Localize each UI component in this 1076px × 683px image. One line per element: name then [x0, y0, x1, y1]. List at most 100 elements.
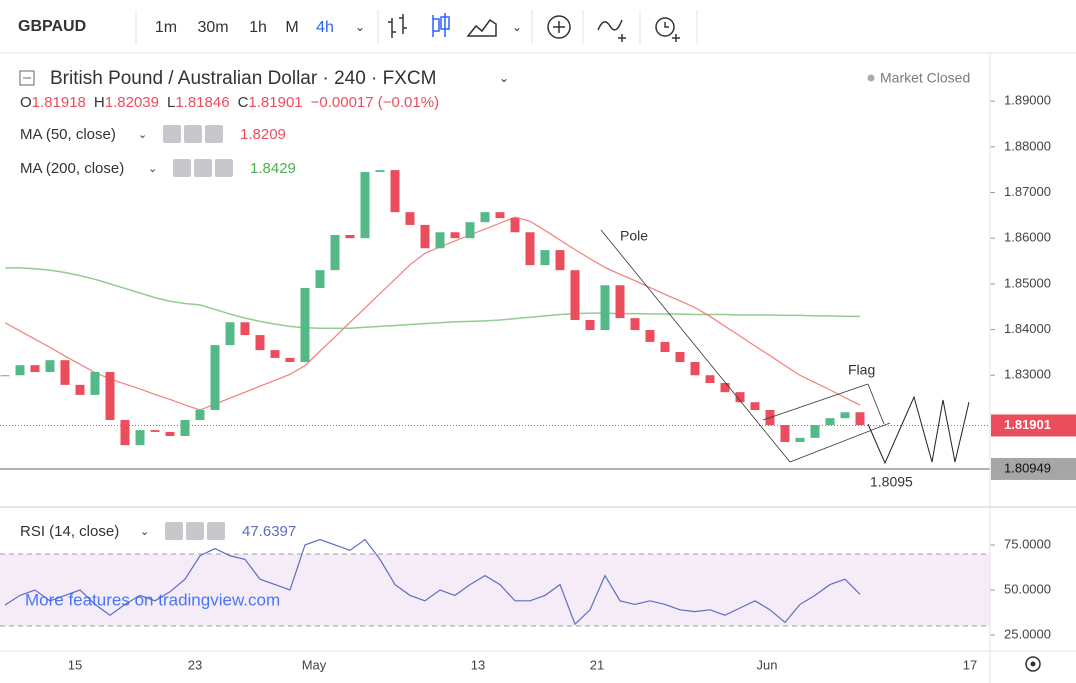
last-price-label: 1.81901: [1004, 417, 1051, 432]
candle: [555, 250, 565, 271]
time-label: Jun: [757, 657, 778, 672]
market-status: Market Closed: [880, 70, 970, 86]
ohlc-key: O: [20, 94, 32, 111]
symbol[interactable]: GBPAUD: [18, 18, 86, 35]
price-tick-label: 1.89000: [1004, 93, 1051, 108]
ma50-name: MA (50, close): [20, 126, 116, 143]
rsi-tick-label: 25.0000: [1004, 626, 1051, 641]
collapse-icon[interactable]: [19, 70, 35, 86]
candle: [450, 232, 460, 239]
legend-dropdown[interactable]: ⌄: [138, 129, 147, 141]
legend-button[interactable]: [173, 159, 191, 177]
candle: [15, 365, 25, 376]
candles-icon[interactable]: [432, 13, 450, 37]
interval-button[interactable]: M: [285, 19, 298, 36]
candle: [315, 270, 325, 288]
alert-plus: [664, 22, 680, 42]
candle: [690, 362, 700, 376]
interval-button[interactable]: 1m: [155, 19, 177, 36]
candle: [675, 351, 685, 363]
area-icon[interactable]: [466, 18, 497, 37]
projected-zigzag: [867, 395, 970, 465]
interval-group: 1m 30m 1h M 4h: [155, 19, 334, 36]
pole-and-flag: [600, 229, 891, 463]
price-tick-label: 1.87000: [1004, 184, 1051, 199]
price-tick-label: 1.84000: [1004, 321, 1051, 336]
indicators-icon[interactable]: [547, 15, 571, 39]
pole-label: Pole: [620, 228, 648, 244]
candle: [180, 420, 190, 437]
legend-button[interactable]: [163, 125, 181, 143]
settings-icon[interactable]: [1025, 656, 1041, 672]
legend-buttons: ⌄ 1.8209 ⌄ 1.8429 ⌄ 47.6397: [138, 125, 296, 540]
candle: [570, 270, 580, 320]
flag-label: Flag: [848, 362, 875, 378]
candle: [705, 375, 715, 384]
interval-dropdown[interactable]: ⌄: [355, 20, 365, 34]
candle: [465, 222, 475, 239]
price-tick-label: 1.86000: [1004, 230, 1051, 245]
candle: [795, 437, 805, 442]
legend-button[interactable]: [184, 125, 202, 143]
candle: [480, 212, 490, 223]
time-label: 13: [471, 657, 485, 672]
candle: [255, 335, 265, 351]
candle: [135, 430, 145, 446]
interval-button[interactable]: 1h: [249, 19, 267, 36]
legend-button[interactable]: [186, 522, 204, 540]
legend-button[interactable]: [194, 159, 212, 177]
candle: [150, 430, 160, 432]
candle: [60, 360, 70, 385]
candle: [300, 287, 310, 363]
rsi-name: RSI (14, close): [20, 523, 119, 540]
legend-dropdown[interactable]: ⌄: [140, 526, 149, 538]
candle: [840, 412, 850, 419]
candle: [345, 235, 355, 239]
candle: [30, 365, 40, 373]
price-tick-label: 1.85000: [1004, 275, 1051, 290]
indicators-plus: [553, 21, 565, 33]
bars-icon[interactable]: [388, 14, 407, 38]
compare-icon[interactable]: [597, 19, 626, 42]
price-tick-label: 1.83000: [1004, 367, 1051, 382]
support-price-box: [991, 457, 1076, 480]
candle: [630, 318, 640, 331]
interval-button[interactable]: 4h: [316, 19, 334, 36]
pane-borders: [0, 53, 1076, 683]
ohlc-value: 1.82039: [105, 94, 159, 111]
candle: [525, 232, 535, 266]
legend-button[interactable]: [205, 125, 223, 143]
candle: [645, 330, 655, 342]
candle: [660, 341, 670, 352]
candle: [720, 383, 730, 393]
candle: [615, 285, 625, 319]
plot-area: 1.89000 1.88000 1.87000 1.86000 1.85000 1.840…: [0, 93, 1076, 672]
candle: [600, 285, 610, 331]
chart-type-dropdown[interactable]: ⌄: [512, 20, 522, 34]
legend-dropdown[interactable]: ⌄: [148, 163, 157, 175]
candle: [780, 425, 790, 442]
candle: [285, 357, 295, 363]
candle: [105, 372, 115, 421]
alert-icon[interactable]: [655, 17, 675, 37]
ohlc-value: 1.81846: [175, 94, 229, 111]
ohlc-change: −0.00017 (−0.01%): [311, 94, 439, 111]
ohlc-key: H: [94, 94, 105, 111]
candle: [810, 425, 820, 438]
settings-core: [1030, 661, 1036, 667]
interval-button[interactable]: 30m: [197, 19, 228, 36]
ma50-value: 1.8209: [240, 126, 286, 143]
ohlc-key: C: [238, 94, 249, 111]
ma50-line: [4, 216, 861, 411]
candle: [540, 250, 550, 266]
title-dropdown[interactable]: ⌄: [499, 71, 509, 85]
time-label: 15: [68, 657, 82, 672]
legend-button[interactable]: [215, 159, 233, 177]
pattern-drawings: Pole Flag 1.8095: [600, 228, 970, 490]
legend-button[interactable]: [165, 522, 183, 540]
legend-button[interactable]: [207, 522, 225, 540]
time-label: 17: [963, 657, 977, 672]
candle: [360, 171, 370, 239]
ma200-name: MA (200, close): [20, 160, 124, 177]
